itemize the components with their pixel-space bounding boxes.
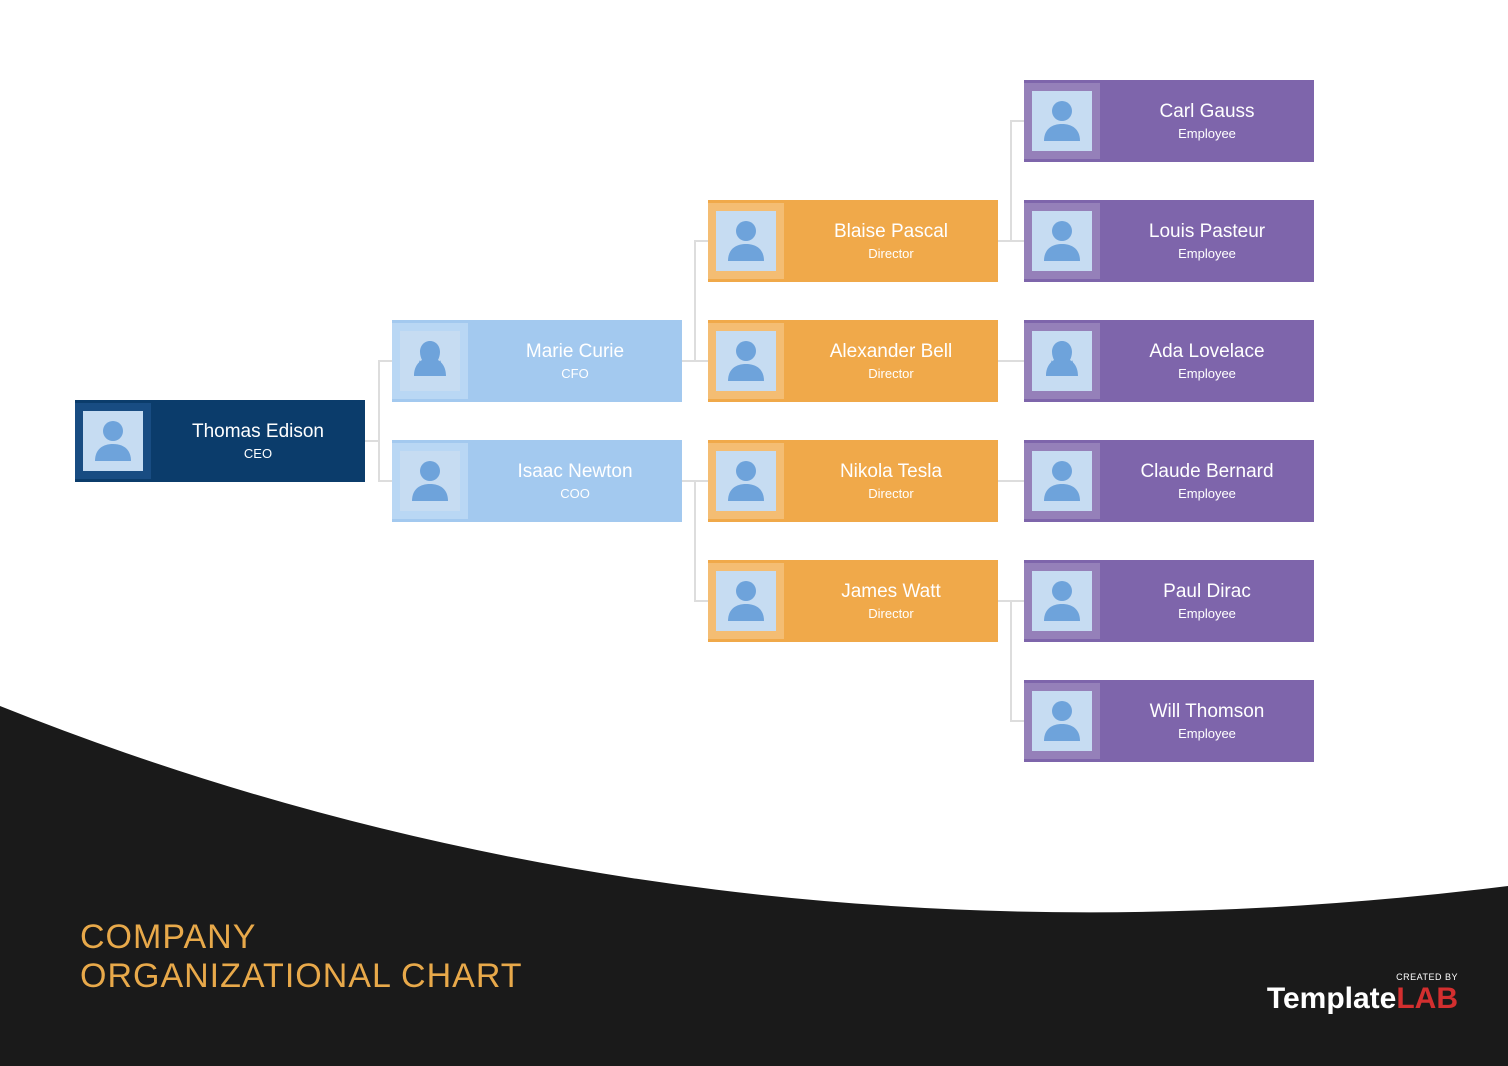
avatar-icon [75,403,151,479]
node-name: Marie Curie [476,341,674,364]
node-name: Nikola Tesla [792,461,990,484]
node-text: Louis Pasteur Employee [1100,221,1314,261]
avatar-icon [1024,83,1100,159]
connector-h [695,600,708,602]
connector-h [1011,600,1024,602]
node-role: Employee [1108,486,1306,501]
node-name: Alexander Bell [792,341,990,364]
node-role: Employee [1108,366,1306,381]
org-node-pascal: Blaise Pascal Director [708,200,998,282]
node-text: Thomas Edison CEO [151,421,365,461]
avatar-icon [1024,563,1100,639]
avatar-icon [1024,323,1100,399]
connector-h [695,240,708,242]
node-name: Blaise Pascal [792,221,990,244]
node-text: Marie Curie CFO [468,341,682,381]
avatar-icon [1024,443,1100,519]
node-role: CEO [159,446,357,461]
node-text: Will Thomson Employee [1100,701,1314,741]
org-node-thomson: Will Thomson Employee [1024,680,1314,762]
node-name: James Watt [792,581,990,604]
node-role: Employee [1108,726,1306,741]
org-node-watt: James Watt Director [708,560,998,642]
connector-h [379,480,393,482]
connector-h [1011,240,1024,242]
connector-h [1011,120,1024,122]
brand-name: TemplateLAB [1267,982,1458,1016]
connector-v [694,480,696,602]
connector-v [1010,600,1012,722]
node-text: Ada Lovelace Employee [1100,341,1314,381]
org-node-bernard: Claude Bernard Employee [1024,440,1314,522]
org-chart-canvas: Thomas Edison CEO Marie Curie CFO Isaac Newt… [0,0,1508,1066]
connector-h [695,480,708,482]
node-name: Thomas Edison [159,421,357,444]
org-node-curie: Marie Curie CFO [392,320,682,402]
title-line-2: ORGANIZATIONAL CHART [80,957,523,996]
node-text: Isaac Newton COO [468,461,682,501]
org-node-tesla: Nikola Tesla Director [708,440,998,522]
node-name: Louis Pasteur [1108,221,1306,244]
title-line-1: COMPANY [80,918,523,957]
connector-h [365,440,379,442]
connector-v [694,240,696,362]
avatar-icon [708,563,784,639]
node-role: Employee [1108,126,1306,141]
org-node-pasteur: Louis Pasteur Employee [1024,200,1314,282]
connector-h [695,360,708,362]
node-text: Blaise Pascal Director [784,221,998,261]
avatar-icon [1024,203,1100,279]
brand-lab-text: LAB [1396,982,1458,1015]
org-node-edison: Thomas Edison CEO [75,400,365,482]
connector-v [1010,120,1012,242]
brand-created-by: CREATED BY [1267,972,1458,982]
connector-v [378,360,380,442]
node-text: Paul Dirac Employee [1100,581,1314,621]
node-text: Carl Gauss Employee [1100,101,1314,141]
avatar-icon [392,443,468,519]
brand-template-text: Template [1267,982,1396,1015]
node-role: Director [792,486,990,501]
avatar-icon [708,323,784,399]
org-node-lovelace: Ada Lovelace Employee [1024,320,1314,402]
node-role: CFO [476,366,674,381]
node-text: Alexander Bell Director [784,341,998,381]
node-name: Isaac Newton [476,461,674,484]
org-node-dirac: Paul Dirac Employee [1024,560,1314,642]
connector-h [379,360,393,362]
avatar-icon [392,323,468,399]
node-name: Claude Bernard [1108,461,1306,484]
node-role: Director [792,246,990,261]
connector-v [378,440,380,482]
node-text: Claude Bernard Employee [1100,461,1314,501]
node-role: COO [476,486,674,501]
node-role: Director [792,366,990,381]
org-node-gauss: Carl Gauss Employee [1024,80,1314,162]
node-text: Nikola Tesla Director [784,461,998,501]
node-name: Paul Dirac [1108,581,1306,604]
avatar-icon [708,443,784,519]
footer-title: COMPANY ORGANIZATIONAL CHART [80,918,523,996]
node-role: Employee [1108,606,1306,621]
brand-block: CREATED BY TemplateLAB [1267,972,1458,1016]
connector-h [1011,720,1024,722]
connector-h [1011,360,1024,362]
node-name: Ada Lovelace [1108,341,1306,364]
org-node-newton: Isaac Newton COO [392,440,682,522]
avatar-icon [708,203,784,279]
node-text: James Watt Director [784,581,998,621]
node-role: Director [792,606,990,621]
avatar-icon [1024,683,1100,759]
node-name: Will Thomson [1108,701,1306,724]
org-node-bell: Alexander Bell Director [708,320,998,402]
connector-h [1011,480,1024,482]
node-name: Carl Gauss [1108,101,1306,124]
node-role: Employee [1108,246,1306,261]
